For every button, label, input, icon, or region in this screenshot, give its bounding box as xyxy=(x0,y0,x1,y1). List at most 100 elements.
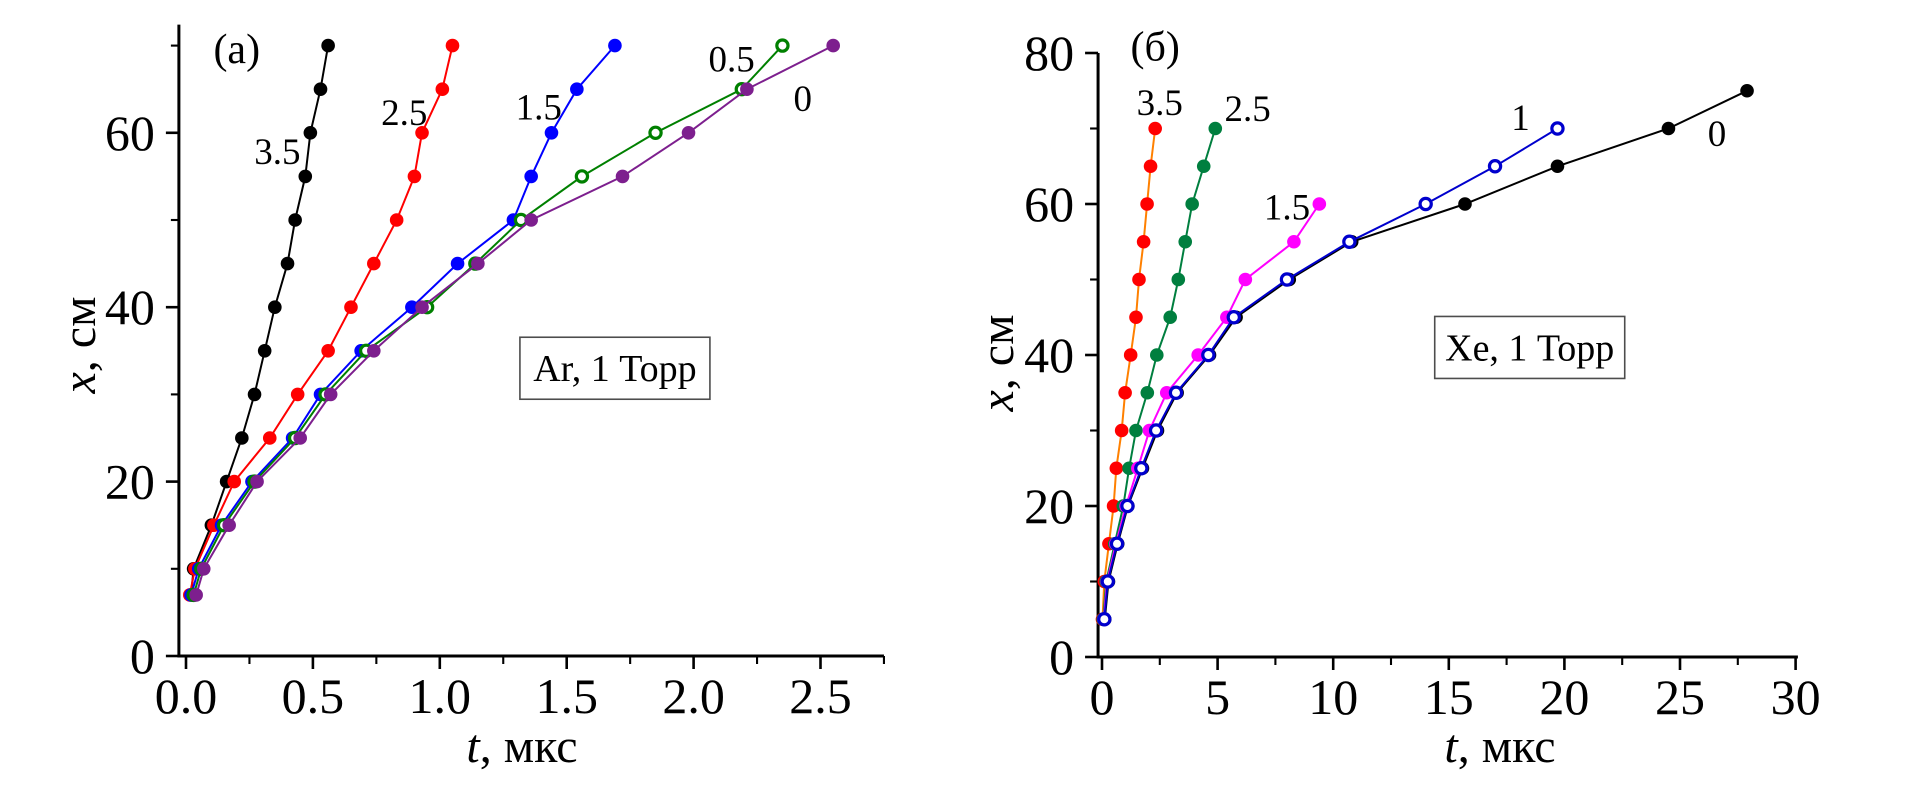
y-tick-label: 20 xyxy=(105,454,155,510)
data-point-open xyxy=(1201,347,1216,363)
data-point-open xyxy=(1550,121,1565,136)
data-point-open xyxy=(1168,385,1184,400)
data-point xyxy=(367,256,381,271)
data-point xyxy=(1740,83,1754,98)
data-point-open xyxy=(1100,574,1115,589)
data-point xyxy=(1123,348,1138,362)
panel-b-series-3.5: 3.5 xyxy=(1095,83,1183,627)
curve-label-0: 0 xyxy=(793,79,812,120)
panel-b-x-axis-title: t, мкс xyxy=(1444,720,1555,773)
data-point xyxy=(313,82,328,96)
data-point xyxy=(826,38,840,53)
data-point xyxy=(1312,197,1327,211)
data-point xyxy=(415,126,429,140)
x-tick-label: 20 xyxy=(1539,669,1589,725)
data-point xyxy=(1171,272,1186,287)
panel-label-b: (б) xyxy=(1131,24,1180,70)
data-point xyxy=(1109,461,1124,476)
x-tick-label: 2.5 xyxy=(789,668,852,724)
data-point-open xyxy=(775,38,790,53)
data-point xyxy=(615,169,630,184)
x-tick-label: 0.5 xyxy=(282,668,345,724)
data-point xyxy=(1106,499,1121,513)
data-point xyxy=(1185,197,1199,211)
data-point xyxy=(1208,121,1223,136)
data-point xyxy=(293,431,308,445)
y-tick-label: 40 xyxy=(1024,327,1074,383)
data-point xyxy=(298,169,313,184)
data-point xyxy=(280,256,295,271)
panel-b-ticks xyxy=(1085,51,1797,670)
data-point xyxy=(268,300,282,315)
data-point-open xyxy=(648,125,663,141)
data-point-open xyxy=(1097,612,1112,627)
x-tick-label: 10 xyxy=(1308,669,1358,725)
panel-label-a: (a) xyxy=(213,27,260,73)
data-point xyxy=(1132,272,1146,287)
data-point-open xyxy=(1226,310,1241,325)
x-tick-label: 1.5 xyxy=(535,668,598,724)
data-point xyxy=(1238,272,1253,287)
data-point xyxy=(227,474,242,489)
data-point xyxy=(1191,348,1205,362)
x-tick-label: 0 xyxy=(1090,669,1115,725)
data-point xyxy=(1129,423,1143,438)
data-point xyxy=(257,344,272,358)
curve-label-1.5: 1.5 xyxy=(516,88,562,129)
data-point xyxy=(450,256,465,271)
data-point xyxy=(471,256,485,271)
data-point xyxy=(1140,385,1155,400)
panel-a: 0.0 0.5 1.0 1.5 2.0 2.5 0 20 40 60 t, мкс x, см 3.5 2… xyxy=(53,24,886,773)
curve-label-0: 0 xyxy=(1708,114,1727,155)
y-tick-label: 20 xyxy=(1024,478,1074,534)
data-point xyxy=(1287,234,1301,249)
data-point xyxy=(1129,310,1143,325)
data-point xyxy=(323,387,338,402)
data-point xyxy=(196,562,211,576)
data-point-open xyxy=(1134,461,1149,476)
data-point xyxy=(389,213,404,227)
data-point xyxy=(1196,159,1211,174)
panel-a-series-2.5: 2.5 xyxy=(183,38,460,602)
panel-b-series-1: 1 xyxy=(1097,98,1565,627)
series-line xyxy=(190,44,616,596)
data-point xyxy=(290,387,305,402)
panel-a-tick-labels: 0.0 0.5 1.0 1.5 2.0 2.5 0 20 40 60 xyxy=(105,105,852,724)
data-point-open xyxy=(1279,272,1295,287)
data-point xyxy=(344,300,358,315)
data-point xyxy=(1118,385,1132,400)
data-point xyxy=(524,169,538,184)
y-tick-label: 40 xyxy=(105,279,155,335)
data-point xyxy=(681,126,696,140)
x-tick-label: 0.0 xyxy=(155,668,218,724)
data-point xyxy=(1163,310,1178,325)
data-point xyxy=(367,344,381,358)
data-point xyxy=(740,82,754,96)
data-point xyxy=(1149,348,1164,362)
data-point-open xyxy=(574,169,590,184)
y-tick-label: 80 xyxy=(1024,25,1074,81)
data-point xyxy=(288,213,302,227)
y-tick-label: 0 xyxy=(130,628,155,684)
curve-label-2.5: 2.5 xyxy=(1225,89,1271,130)
panel-b-annotation-box: Xe, 1 Торр xyxy=(1433,315,1626,380)
data-point xyxy=(235,431,249,445)
data-point xyxy=(1661,121,1676,136)
series-line xyxy=(195,44,834,596)
data-point xyxy=(303,126,318,140)
data-point xyxy=(247,387,262,402)
data-point xyxy=(445,38,460,53)
y-tick-label: 0 xyxy=(1049,629,1074,685)
y-tick-label: 60 xyxy=(105,105,155,161)
panel-b-y-axis-title: x, см xyxy=(971,315,1024,413)
data-point xyxy=(435,82,450,96)
curve-label-1: 1 xyxy=(1511,98,1530,139)
data-point xyxy=(321,38,335,53)
x-tick-label: 15 xyxy=(1424,669,1474,725)
data-point xyxy=(544,126,559,140)
x-tick-label: 2.0 xyxy=(662,668,725,724)
data-point-open xyxy=(1109,536,1125,551)
